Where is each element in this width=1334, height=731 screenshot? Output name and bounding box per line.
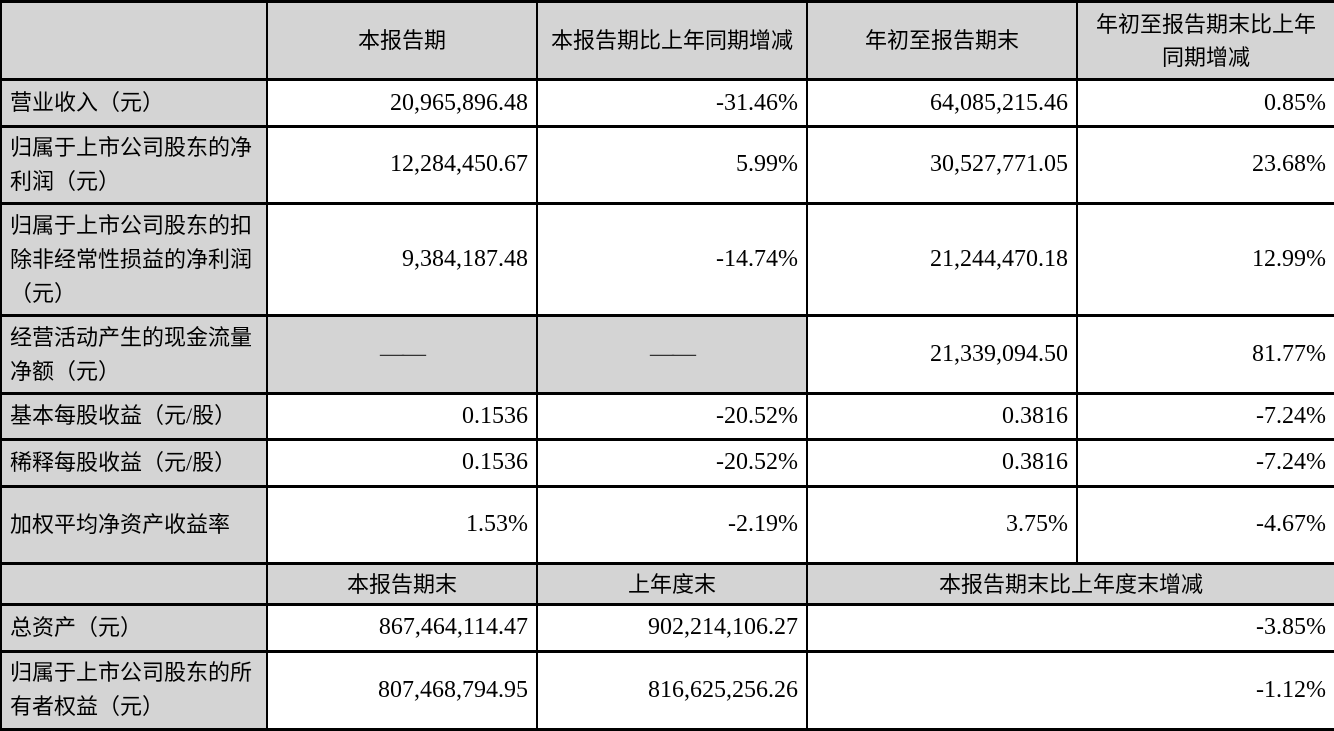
cell-value: 3.75% <box>806 484 1078 565</box>
row-label: 基本每股收益（元/股） <box>0 391 268 442</box>
row-label: 归属于上市公司股东的扣除非经常性损益的净利润（元） <box>0 202 268 318</box>
cell-na-dash: —— <box>266 314 538 395</box>
cell-value: 902,214,106.27 <box>536 603 808 653</box>
header-ytd: 年初至报告期末 <box>806 0 1078 82</box>
cell-value: -2.19% <box>536 484 808 565</box>
row-label: 加权平均净资产收益率 <box>0 484 268 565</box>
header-row-periods: 本报告期 本报告期比上年同期增减 年初至报告期末 年初至报告期末比上年同期增减 <box>0 0 1334 82</box>
cell-value: 0.85% <box>1076 78 1334 128</box>
cell-value: 867,464,114.47 <box>266 603 538 653</box>
cell-value: -20.52% <box>536 391 808 442</box>
table-row-basic-eps: 基本每股收益（元/股） 0.1536 -20.52% 0.3816 -7.24% <box>0 391 1334 442</box>
cell-value: 5.99% <box>536 124 808 206</box>
row-label: 总资产（元） <box>0 603 268 653</box>
cell-value: 0.1536 <box>266 391 538 442</box>
cell-value: 23.68% <box>1076 124 1334 206</box>
table-row-net-profit: 归属于上市公司股东的净利润（元） 12,284,450.67 5.99% 30,… <box>0 124 1334 206</box>
cell-value: -4.67% <box>1076 484 1334 565</box>
header-period-end: 本报告期末 <box>266 561 538 607</box>
header-corner-cell <box>0 561 268 607</box>
cell-value: 1.53% <box>266 484 538 565</box>
header-ytd-vs-prior: 年初至报告期末比上年同期增减 <box>1076 0 1334 82</box>
header-prior-year-end: 上年度末 <box>536 561 808 607</box>
cell-value: 12,284,450.67 <box>266 124 538 206</box>
cell-value: 0.3816 <box>806 438 1078 488</box>
header-row-period-end: 本报告期末 上年度末 本报告期末比上年度末增减 <box>0 561 1334 607</box>
cell-value: 64,085,215.46 <box>806 78 1078 128</box>
cell-value: -14.74% <box>536 202 808 318</box>
header-current-period: 本报告期 <box>266 0 538 82</box>
row-label: 稀释每股收益（元/股） <box>0 438 268 488</box>
cell-value: 21,339,094.50 <box>806 314 1078 395</box>
cell-value: -7.24% <box>1076 391 1334 442</box>
cell-value: 81.77% <box>1076 314 1334 395</box>
row-label: 经营活动产生的现金流量净额（元） <box>0 314 268 395</box>
cell-na-dash: —— <box>536 314 808 395</box>
cell-value: -1.12% <box>806 649 1334 731</box>
table-row-revenue: 营业收入（元） 20,965,896.48 -31.46% 64,085,215… <box>0 78 1334 128</box>
cell-value: 20,965,896.48 <box>266 78 538 128</box>
row-label: 归属于上市公司股东的所有者权益（元） <box>0 649 268 731</box>
cell-value: 30,527,771.05 <box>806 124 1078 206</box>
row-label: 营业收入（元） <box>0 78 268 128</box>
table-row-total-assets: 总资产（元） 867,464,114.47 902,214,106.27 -3.… <box>0 603 1334 653</box>
cell-value: 12.99% <box>1076 202 1334 318</box>
cell-value: 816,625,256.26 <box>536 649 808 731</box>
row-label: 归属于上市公司股东的净利润（元） <box>0 124 268 206</box>
header-end-vs-prior-end: 本报告期末比上年度末增减 <box>806 561 1334 607</box>
table-row-net-profit-excl-nonrecurring: 归属于上市公司股东的扣除非经常性损益的净利润（元） 9,384,187.48 -… <box>0 202 1334 318</box>
cell-value: 0.3816 <box>806 391 1078 442</box>
header-corner-cell <box>0 0 268 82</box>
cell-value: 807,468,794.95 <box>266 649 538 731</box>
cell-value: -7.24% <box>1076 438 1334 488</box>
table-row-equity: 归属于上市公司股东的所有者权益（元） 807,468,794.95 816,62… <box>0 649 1334 731</box>
table-row-operating-cash-flow: 经营活动产生的现金流量净额（元） —— —— 21,339,094.50 81.… <box>0 314 1334 395</box>
header-current-vs-prior: 本报告期比上年同期增减 <box>536 0 808 82</box>
cell-value: -20.52% <box>536 438 808 488</box>
cell-value: -31.46% <box>536 78 808 128</box>
cell-value: -3.85% <box>806 603 1334 653</box>
cell-value: 21,244,470.18 <box>806 202 1078 318</box>
cell-value: 0.1536 <box>266 438 538 488</box>
cell-value: 9,384,187.48 <box>266 202 538 318</box>
table-row-diluted-eps: 稀释每股收益（元/股） 0.1536 -20.52% 0.3816 -7.24% <box>0 438 1334 488</box>
table-row-weighted-avg-roe: 加权平均净资产收益率 1.53% -2.19% 3.75% -4.67% <box>0 484 1334 565</box>
